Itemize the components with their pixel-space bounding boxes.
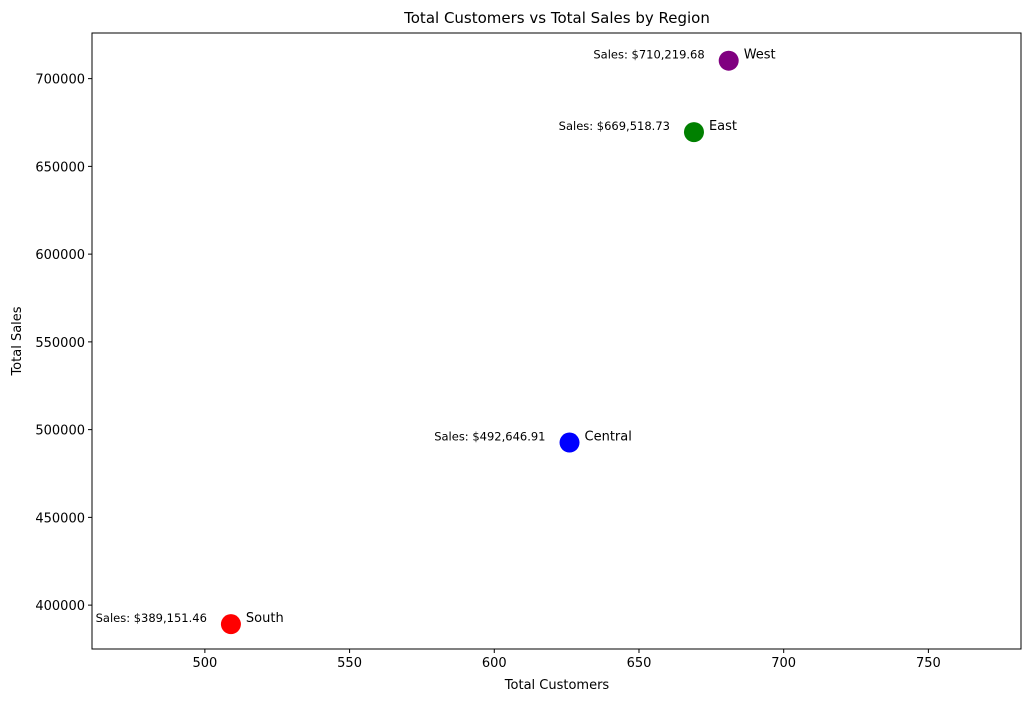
sales-label-south: Sales: $389,151.46: [96, 611, 207, 625]
region-label-west: West: [744, 48, 776, 63]
y-tick-label: 500000: [35, 424, 85, 439]
x-tick-label: 650: [627, 656, 652, 671]
plot-area: 500 550 600 650 700 750 400000 450000 500000 5500…: [35, 48, 940, 671]
x-tick-label: 750: [916, 656, 941, 671]
x-tick-label: 500: [192, 656, 217, 671]
plot-frame: [91, 32, 1022, 650]
y-tick-label: 650000: [35, 160, 85, 175]
y-tick-label: 450000: [35, 511, 85, 526]
data-point-east: [683, 122, 704, 143]
y-tick-label: 700000: [35, 73, 85, 88]
region-label-south: South: [246, 611, 284, 626]
sales-label-central: Sales: $492,646.91: [434, 430, 545, 444]
x-tick-label: 600: [482, 656, 507, 671]
sales-label-east: Sales: $669,518.73: [559, 119, 670, 133]
data-point-west: [718, 50, 739, 71]
sales-label-west: Sales: $710,219.68: [593, 48, 704, 62]
x-tick-label: 700: [771, 656, 796, 671]
y-tick-label: 600000: [35, 248, 85, 263]
data-point-central: [559, 432, 580, 453]
chart-title: Total Customers vs Total Sales by Region: [403, 9, 710, 27]
y-tick-label: 550000: [35, 336, 85, 351]
x-tick-label: 550: [337, 656, 362, 671]
y-axis-label: Total Sales: [10, 306, 25, 376]
x-axis-label: Total Customers: [504, 678, 610, 693]
region-label-east: East: [709, 119, 737, 134]
y-tick-label: 400000: [35, 599, 85, 614]
region-label-central: Central: [585, 430, 632, 445]
data-point-south: [220, 614, 241, 635]
